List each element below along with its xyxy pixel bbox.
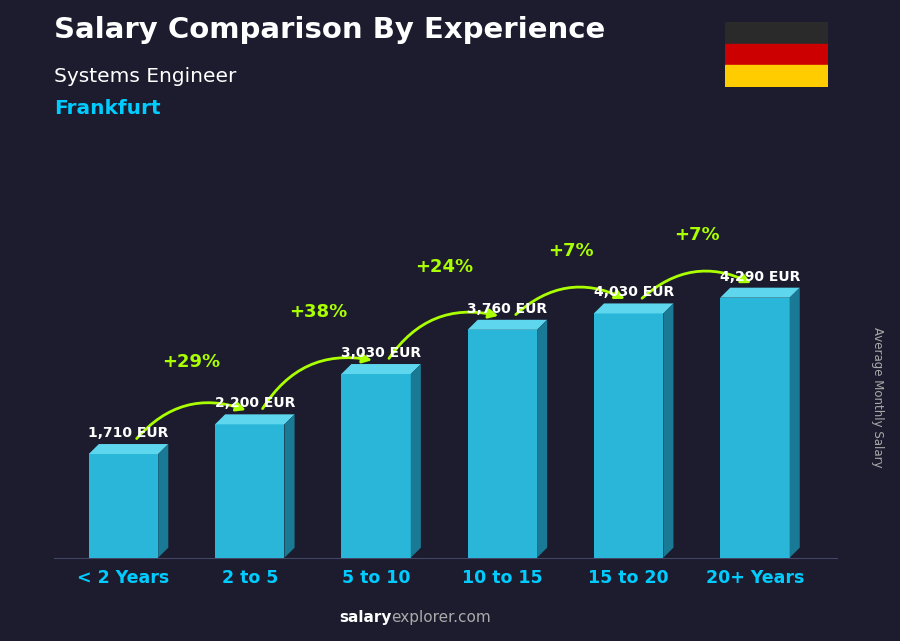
Text: +24%: +24%	[415, 258, 473, 276]
Bar	[724, 44, 828, 65]
Polygon shape	[89, 444, 168, 454]
FancyArrowPatch shape	[642, 271, 749, 298]
Polygon shape	[594, 303, 673, 313]
FancyArrowPatch shape	[516, 287, 622, 315]
FancyArrowPatch shape	[389, 310, 495, 358]
Polygon shape	[468, 320, 547, 330]
Polygon shape	[720, 297, 789, 558]
Polygon shape	[89, 454, 158, 558]
Text: 3,030 EUR: 3,030 EUR	[341, 346, 421, 360]
Text: salary: salary	[339, 610, 392, 625]
Polygon shape	[468, 330, 537, 558]
Text: 4,290 EUR: 4,290 EUR	[720, 270, 800, 284]
Polygon shape	[341, 364, 421, 374]
Text: +7%: +7%	[674, 226, 720, 244]
FancyArrowPatch shape	[263, 354, 369, 409]
Polygon shape	[341, 374, 410, 558]
Polygon shape	[720, 288, 800, 297]
Text: +7%: +7%	[548, 242, 593, 260]
Text: 3,760 EUR: 3,760 EUR	[467, 302, 547, 316]
Bar	[724, 65, 828, 87]
Polygon shape	[537, 320, 547, 558]
Text: 2,200 EUR: 2,200 EUR	[214, 396, 295, 410]
Bar	[724, 22, 828, 44]
Text: +29%: +29%	[163, 353, 220, 371]
Polygon shape	[284, 414, 294, 558]
Polygon shape	[663, 303, 673, 558]
Polygon shape	[594, 313, 663, 558]
Polygon shape	[215, 424, 284, 558]
Text: Systems Engineer: Systems Engineer	[54, 67, 237, 87]
Text: explorer.com: explorer.com	[392, 610, 491, 625]
Polygon shape	[789, 288, 800, 558]
Text: Average Monthly Salary: Average Monthly Salary	[871, 327, 884, 468]
Text: Salary Comparison By Experience: Salary Comparison By Experience	[54, 16, 605, 44]
Polygon shape	[158, 444, 168, 558]
Polygon shape	[410, 364, 421, 558]
Polygon shape	[215, 414, 294, 424]
Text: Frankfurt: Frankfurt	[54, 99, 160, 119]
Text: 1,710 EUR: 1,710 EUR	[88, 426, 168, 440]
FancyArrowPatch shape	[137, 403, 243, 438]
Text: 4,030 EUR: 4,030 EUR	[593, 285, 674, 299]
Text: +38%: +38%	[289, 303, 347, 320]
